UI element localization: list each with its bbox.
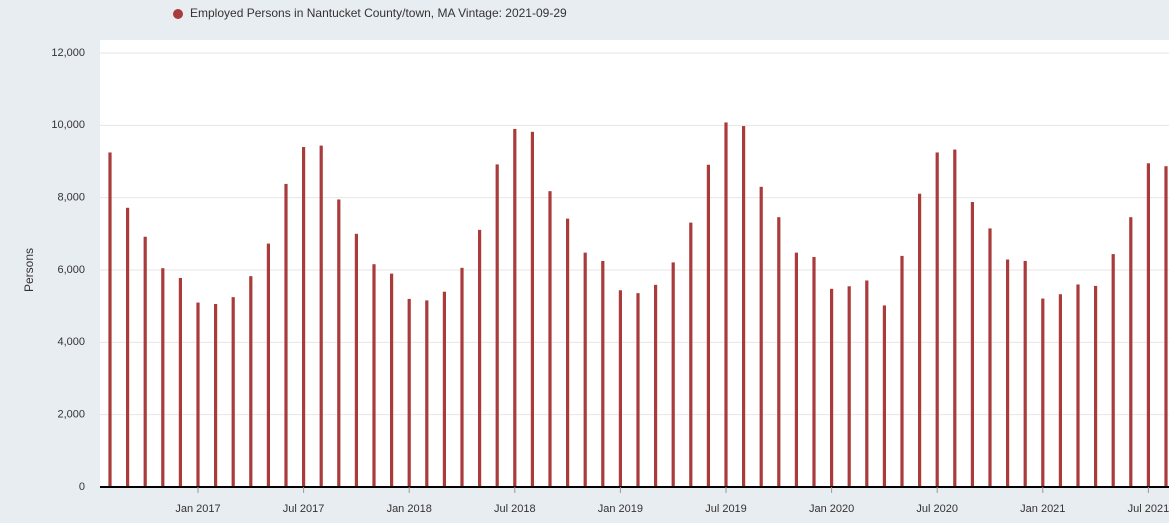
bar xyxy=(249,276,253,487)
y-tick-label: 8,000 xyxy=(57,192,85,204)
bar xyxy=(636,293,640,487)
y-tick-label: 12,000 xyxy=(51,47,85,59)
bar xyxy=(530,131,534,488)
x-tick-label: Jul 2017 xyxy=(283,503,325,515)
x-tick-label: Jan 2020 xyxy=(809,503,854,515)
bar xyxy=(1023,260,1027,487)
legend-entry: Employed Persons in Nantucket County/tow… xyxy=(190,6,567,20)
bar xyxy=(495,164,499,488)
bar xyxy=(724,122,728,487)
bar xyxy=(372,264,376,487)
bar xyxy=(794,252,798,487)
bar xyxy=(319,145,323,487)
bar xyxy=(706,164,710,487)
bar xyxy=(1146,163,1150,487)
bar xyxy=(742,126,746,487)
bar xyxy=(478,229,482,488)
legend-swatch xyxy=(173,9,183,19)
bar xyxy=(689,222,693,487)
y-tick-label: 6,000 xyxy=(57,264,85,276)
bar xyxy=(407,298,411,487)
bar xyxy=(1094,285,1098,487)
x-tick-label: Jan 2019 xyxy=(598,503,643,515)
bar xyxy=(302,147,306,488)
bar xyxy=(988,228,992,488)
bar xyxy=(847,286,851,487)
bar xyxy=(161,268,165,487)
bar xyxy=(1076,284,1080,487)
bar xyxy=(882,305,886,487)
bar xyxy=(284,183,288,487)
bar xyxy=(513,128,517,487)
bar xyxy=(918,193,922,487)
bar xyxy=(566,218,570,488)
bar xyxy=(953,149,957,487)
bar xyxy=(654,284,658,487)
x-tick-label: Jul 2018 xyxy=(494,503,536,515)
bar xyxy=(759,186,763,488)
bar xyxy=(354,233,358,487)
bar xyxy=(266,243,270,487)
x-tick-label: Jan 2017 xyxy=(175,503,220,515)
bar xyxy=(865,280,869,487)
bar xyxy=(196,302,200,487)
bar xyxy=(900,255,904,487)
bar xyxy=(970,202,974,488)
bar xyxy=(337,199,341,487)
bar xyxy=(601,260,605,487)
x-tick-label: Jul 2020 xyxy=(916,503,958,515)
y-axis-label: Persons xyxy=(22,248,36,292)
x-tick-label: Jan 2021 xyxy=(1020,503,1065,515)
bar xyxy=(812,256,816,487)
y-tick-label: 10,000 xyxy=(51,119,85,131)
bar xyxy=(548,191,552,487)
y-tick-label: 2,000 xyxy=(57,409,85,421)
bar xyxy=(671,262,675,487)
bar xyxy=(583,252,587,487)
y-tick-label: 0 xyxy=(79,481,85,493)
bar xyxy=(1111,254,1115,487)
bar xyxy=(830,288,834,487)
bar xyxy=(618,290,622,487)
bar xyxy=(214,303,218,487)
bar xyxy=(390,273,394,487)
x-tick-label: Jan 2018 xyxy=(387,503,432,515)
x-tick-label: Jul 2021 xyxy=(1128,503,1169,515)
bar xyxy=(143,236,147,487)
bar xyxy=(1041,298,1045,487)
bar xyxy=(460,267,464,487)
y-tick-label: 4,000 xyxy=(57,336,85,348)
bar xyxy=(126,207,130,487)
bar xyxy=(1058,294,1062,487)
bar xyxy=(777,217,781,488)
bar xyxy=(1129,217,1133,488)
x-tick-label: Jul 2019 xyxy=(705,503,747,515)
bar xyxy=(1006,259,1010,487)
bar xyxy=(231,297,235,487)
bar xyxy=(442,291,446,487)
bar xyxy=(1164,166,1168,487)
bar xyxy=(178,277,182,487)
bar xyxy=(108,152,112,488)
bar xyxy=(935,152,939,488)
bar xyxy=(425,300,429,487)
